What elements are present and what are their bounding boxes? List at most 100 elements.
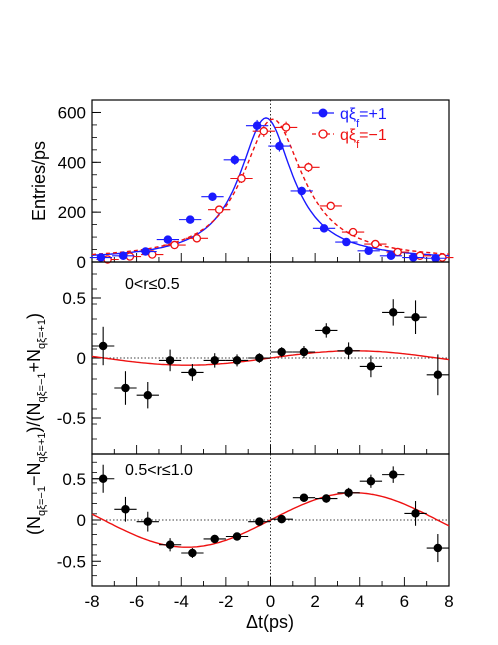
- asymmetry-y-axis-label: (Nqξ=−1−Nqξ=+1)/(Nqξ=−1+Nqξ=+1): [24, 313, 48, 535]
- x-tick-label: -8: [84, 592, 99, 611]
- mid-series-point: [315, 323, 338, 338]
- plus-series-point: [379, 251, 403, 261]
- bot-series-marker: [366, 476, 376, 486]
- bot-series-marker: [210, 534, 219, 544]
- mid-series-marker: [210, 356, 219, 365]
- minus-series-point: [364, 239, 387, 249]
- bot-series-marker: [188, 548, 197, 558]
- legend-plus-label: qξf=+1: [340, 106, 387, 130]
- plus-series-point: [268, 140, 291, 152]
- minus-series-point: [230, 174, 253, 183]
- bot-series-point: [337, 487, 360, 498]
- minus-series-marker: [170, 240, 179, 250]
- mid-series-marker: [433, 370, 443, 380]
- plus-series-marker: [342, 237, 351, 247]
- mid-series-point: [382, 299, 405, 326]
- mid-series-point: [203, 353, 226, 368]
- mid-series-marker: [188, 368, 197, 377]
- bottom-data-points: [92, 464, 449, 563]
- bot-series-marker: [299, 493, 309, 502]
- plus-series-marker: [431, 254, 440, 263]
- mid-series-point: [292, 346, 316, 358]
- plus-series-marker: [163, 235, 173, 244]
- bot-series-marker: [433, 543, 443, 553]
- top-y-tick-label: 400: [58, 153, 86, 172]
- x-tick-label: 0: [266, 592, 275, 611]
- x-tick-label: -2: [218, 592, 233, 611]
- mid-series-marker: [344, 346, 353, 356]
- bot-series-marker: [388, 470, 398, 479]
- mid-series-point: [181, 364, 204, 381]
- plus-series-marker: [96, 253, 106, 262]
- plus-series-point: [201, 192, 224, 201]
- mid-series-point: [359, 355, 383, 378]
- plus-series-marker: [252, 121, 262, 130]
- bot-series-point: [292, 493, 316, 502]
- minus-series-point: [319, 201, 342, 211]
- plus-series-point: [312, 224, 336, 233]
- plus-series-marker: [230, 155, 240, 165]
- bot-series-point: [315, 494, 338, 503]
- bot-series-point: [203, 534, 226, 544]
- x-tick-label: -4: [174, 592, 189, 611]
- bot-series-marker: [143, 517, 153, 526]
- bot-series-marker: [98, 474, 108, 483]
- bot-series-point: [225, 532, 249, 541]
- mid-series-marker: [98, 341, 108, 351]
- minus-series-marker: [348, 227, 358, 237]
- minus-series-point: [297, 162, 320, 173]
- bot-series-marker: [277, 514, 286, 524]
- bot-series-point: [359, 474, 383, 488]
- minus-series-point: [185, 234, 209, 243]
- mid-series-marker: [255, 353, 264, 363]
- plus-series-marker: [208, 192, 217, 201]
- middle-axes: -0.5 0 0.5: [57, 273, 450, 454]
- minus-series-point: [208, 205, 231, 214]
- mid-series-marker: [388, 308, 398, 317]
- minus-series-marker: [214, 205, 224, 214]
- plus-series-point: [223, 154, 246, 165]
- mid-series-point: [337, 342, 360, 360]
- bottom-fit-curve: [91, 492, 450, 548]
- minus-series-marker: [304, 163, 313, 172]
- bot-series-point: [136, 511, 159, 532]
- legend: qξf=+1 qξf=−1: [312, 106, 387, 151]
- minus-series-marker: [326, 201, 335, 211]
- x-tick-label: 4: [355, 592, 364, 611]
- minus-series-marker: [371, 239, 380, 249]
- minus-series-marker: [259, 126, 269, 136]
- x-tick-label: 6: [400, 592, 409, 611]
- plus-series-point: [335, 237, 358, 247]
- mid-series-point: [136, 382, 159, 409]
- minus-series-point: [274, 121, 298, 134]
- plus-series-marker: [386, 251, 396, 261]
- plus-series-point: [179, 215, 202, 224]
- fit-curve-plus: [91, 117, 450, 257]
- mid-y-tick-label: 0.5: [62, 289, 86, 308]
- minus-series-marker: [237, 174, 246, 183]
- plus-series-point: [134, 247, 157, 256]
- bot-series-marker: [322, 494, 331, 503]
- plus-series-marker: [319, 224, 329, 233]
- minus-series-marker: [281, 123, 291, 132]
- legend-minus-marker: [318, 129, 328, 139]
- x-tick-label: -6: [129, 592, 144, 611]
- mid-series-marker: [143, 390, 153, 400]
- middle-data-points: [92, 299, 449, 409]
- plus-series-marker: [409, 253, 418, 262]
- mid-y-tick-label: 0: [77, 349, 86, 368]
- plus-series-point: [156, 235, 180, 244]
- panel-middle: -0.5 0 0.5 0<r≤0.5: [57, 261, 450, 455]
- plus-series-point: [89, 253, 113, 262]
- bot-series-marker: [411, 509, 420, 518]
- bottom-panel-annotation: 0.5<r≤1.0: [125, 462, 193, 479]
- plus-series-point: [357, 246, 380, 256]
- minus-series-marker: [192, 234, 202, 243]
- top-fit-curves: [91, 117, 450, 257]
- bot-y-tick-label: -0.5: [57, 552, 86, 571]
- minus-series-point: [252, 125, 275, 137]
- mid-series-marker: [411, 312, 420, 322]
- minus-series-marker: [147, 250, 157, 259]
- bot-series-point: [248, 517, 271, 526]
- plus-series-point: [112, 251, 135, 261]
